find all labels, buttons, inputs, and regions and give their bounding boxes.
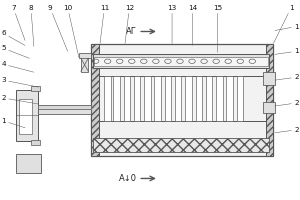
Text: 13: 13 xyxy=(167,5,177,43)
Bar xyxy=(266,44,274,156)
Bar xyxy=(16,90,38,141)
Bar xyxy=(31,140,40,145)
Bar xyxy=(104,76,111,121)
Bar xyxy=(80,53,91,58)
Text: 7: 7 xyxy=(11,5,25,40)
Bar xyxy=(216,76,223,121)
Bar xyxy=(175,76,181,121)
Bar xyxy=(124,76,130,121)
Text: 1: 1 xyxy=(274,5,293,43)
Bar xyxy=(94,57,268,66)
Text: 15: 15 xyxy=(213,5,222,52)
Bar xyxy=(93,138,269,152)
Text: 4: 4 xyxy=(1,61,34,72)
Bar xyxy=(91,44,98,156)
Text: 3: 3 xyxy=(1,77,38,87)
Text: 1: 1 xyxy=(275,24,299,30)
Bar xyxy=(206,76,212,121)
Bar xyxy=(16,154,41,173)
Bar xyxy=(134,76,140,121)
Bar xyxy=(154,76,161,121)
Text: 14: 14 xyxy=(188,5,197,45)
Bar xyxy=(185,76,192,121)
Bar xyxy=(165,76,171,121)
Text: 1: 1 xyxy=(275,48,299,54)
Bar xyxy=(38,105,91,109)
Text: A↓0: A↓0 xyxy=(119,174,137,183)
Text: 12: 12 xyxy=(125,5,134,43)
Bar xyxy=(81,57,88,72)
Bar xyxy=(93,54,269,68)
Bar xyxy=(31,86,40,91)
Text: 1: 1 xyxy=(1,118,25,128)
Text: 5: 5 xyxy=(1,45,29,58)
Bar xyxy=(91,44,274,156)
Bar xyxy=(237,76,243,121)
Bar xyxy=(263,72,275,85)
Text: 6: 6 xyxy=(1,30,25,45)
Text: 11: 11 xyxy=(100,5,109,43)
Text: 8: 8 xyxy=(28,5,34,46)
Text: 9: 9 xyxy=(48,5,68,51)
Text: 2: 2 xyxy=(1,95,38,104)
Bar xyxy=(38,105,91,114)
Bar xyxy=(226,76,233,121)
Bar xyxy=(19,99,32,134)
Text: 2: 2 xyxy=(275,127,299,133)
Text: 10: 10 xyxy=(63,5,79,57)
Bar xyxy=(113,76,120,121)
Bar xyxy=(144,76,151,121)
Text: AΓ: AΓ xyxy=(126,27,137,36)
Text: 2: 2 xyxy=(275,100,299,106)
Bar xyxy=(263,102,275,113)
Bar xyxy=(196,76,202,121)
Text: 2: 2 xyxy=(275,74,299,80)
